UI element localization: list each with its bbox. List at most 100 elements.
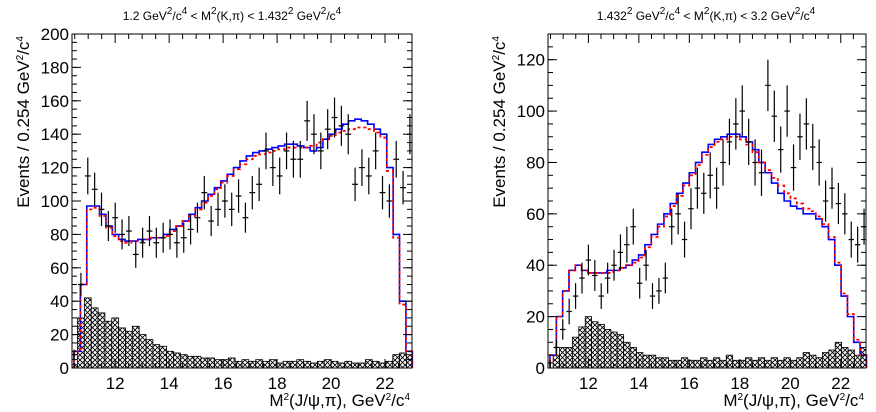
- background-bin: [399, 352, 407, 369]
- text-segment: Events / 0.254 GeV: [490, 60, 509, 208]
- data-point: [560, 319, 566, 340]
- data-point: [675, 193, 681, 235]
- data-point: [304, 100, 311, 141]
- data-point: [592, 260, 598, 291]
- x-tick-label: 20: [322, 374, 341, 393]
- superscript: 2: [660, 6, 666, 17]
- y-tick-label: 40: [50, 292, 69, 311]
- background-bin: [138, 334, 147, 369]
- data-point: [84, 157, 91, 195]
- data-point: [208, 206, 215, 237]
- y-tick-label: 200: [41, 25, 69, 44]
- background-bin: [719, 359, 727, 369]
- background-bin: [841, 347, 849, 369]
- data-point: [669, 208, 675, 245]
- data-point: [829, 167, 835, 209]
- text-segment: GeV: [632, 9, 659, 23]
- background-bin: [610, 331, 618, 369]
- chart-title: 1.2 GeV2/c4 < M2(K,π) < 1.4322 GeV2/c4: [123, 6, 342, 23]
- data-point: [579, 262, 585, 294]
- data-point: [119, 219, 125, 250]
- y-axis-label: Events / 0.254 GeV2/c4: [14, 36, 33, 208]
- background-bin: [97, 312, 106, 369]
- background-bin: [636, 352, 644, 369]
- data-point: [822, 180, 829, 222]
- data-point: [636, 267, 643, 299]
- background-bin: [351, 362, 359, 369]
- background-bin: [674, 359, 682, 369]
- data-point: [662, 262, 669, 294]
- data-point: [194, 202, 201, 233]
- data-point: [778, 126, 784, 173]
- text-segment: M: [269, 391, 283, 410]
- data-point: [771, 90, 778, 142]
- data-point: [707, 152, 713, 199]
- text-segment: /c: [845, 391, 859, 410]
- superscript: 2: [627, 6, 633, 17]
- background-bin: [706, 359, 714, 369]
- data-point: [112, 202, 119, 233]
- background-bin: [173, 352, 181, 369]
- data-point: [733, 98, 739, 150]
- background-bin: [789, 359, 798, 369]
- data-point: [324, 109, 331, 150]
- data-point: [713, 167, 720, 209]
- x-tick-label: 20: [781, 374, 800, 393]
- text-segment: Events / 0.254 GeV: [14, 60, 33, 208]
- text-segment: /c: [391, 391, 405, 410]
- data-point: [784, 85, 790, 137]
- text-segment: /c: [172, 9, 181, 23]
- superscript: 4: [491, 36, 502, 42]
- y-tick-label: 100: [517, 102, 545, 121]
- background-bin: [565, 347, 573, 369]
- background-bin: [90, 307, 99, 369]
- data-point: [643, 249, 649, 281]
- background-bin: [179, 354, 188, 369]
- background-bin: [661, 357, 669, 369]
- superscript: 2: [795, 6, 801, 17]
- background-bin: [241, 359, 250, 369]
- data-point: [739, 85, 745, 137]
- y-tick-label: 80: [50, 225, 69, 244]
- data-point: [91, 172, 98, 207]
- text-segment: /c: [665, 9, 674, 23]
- background-bin: [131, 325, 140, 369]
- superscript: 2: [840, 392, 846, 403]
- background-bin: [104, 320, 113, 369]
- data-point: [694, 167, 701, 209]
- plot-frame: [547, 33, 867, 369]
- data-point: [611, 249, 617, 281]
- text-segment: /c: [490, 41, 509, 55]
- data-point: [372, 132, 379, 170]
- x-tick-label: 16: [214, 374, 233, 393]
- chart-title: 1.4322 GeV2/c4 < M2(K,π) < 3.2 GeV2/c4: [597, 6, 816, 23]
- y-tick-label: 140: [41, 125, 69, 144]
- background-bin: [578, 326, 586, 369]
- data-points: [548, 59, 866, 366]
- background-bin: [296, 359, 305, 369]
- background-bin: [193, 355, 202, 369]
- background-bin: [629, 347, 637, 369]
- data-point: [365, 157, 372, 195]
- background-bin: [83, 297, 92, 369]
- data-point: [572, 283, 579, 309]
- data-point: [269, 149, 276, 186]
- data-point: [256, 167, 263, 201]
- background-bin: [118, 327, 126, 369]
- background-bin: [358, 362, 366, 369]
- data-point: [797, 113, 803, 160]
- text-segment: /c: [14, 41, 33, 55]
- data-point: [132, 241, 139, 268]
- data-points: [72, 97, 412, 360]
- data-point: [681, 221, 688, 258]
- y-tick-label: 180: [41, 58, 69, 77]
- background-bin: [152, 344, 161, 369]
- data-point: [765, 59, 771, 112]
- background-bin: [815, 357, 823, 369]
- background-bin: [552, 354, 560, 369]
- background-bin: [693, 359, 701, 369]
- background-bin: [616, 334, 625, 369]
- text-segment: GeV: [293, 9, 320, 23]
- data-point: [604, 262, 611, 294]
- data-point: [752, 139, 758, 186]
